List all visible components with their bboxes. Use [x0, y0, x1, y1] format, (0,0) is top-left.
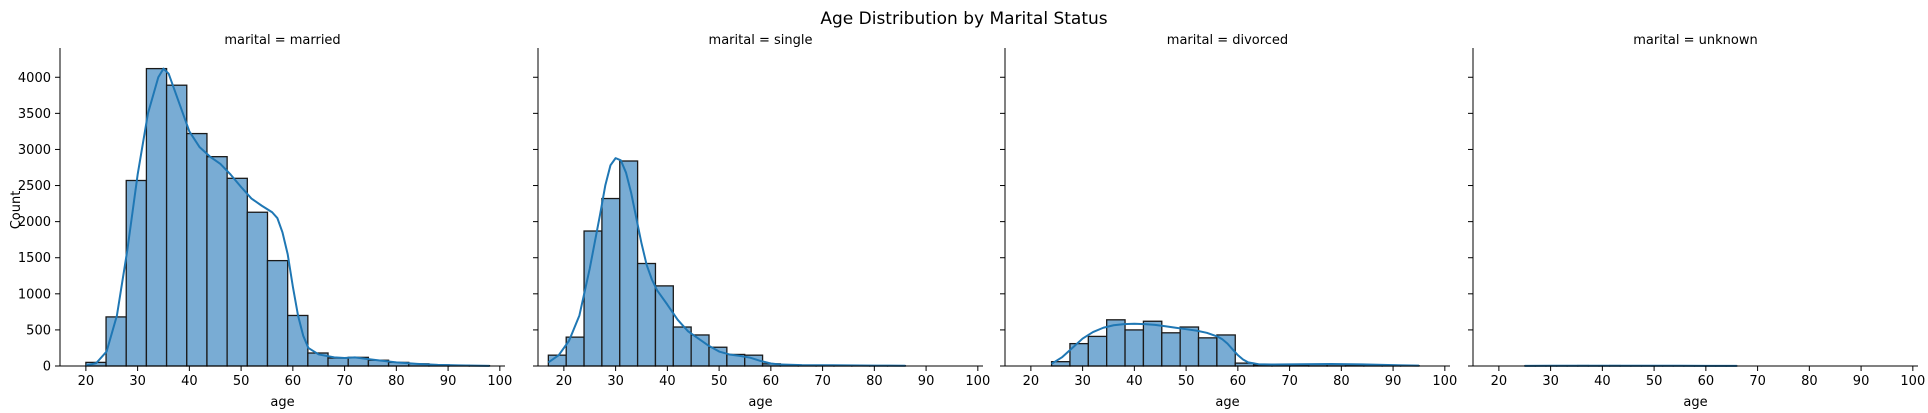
x-tick-label: 30 [1074, 374, 1091, 389]
x-axis-label: age [748, 395, 772, 410]
x-tick-label: 70 [814, 374, 831, 389]
y-tick-label: 1500 [18, 251, 51, 266]
x-tick-label: 100 [1900, 374, 1925, 389]
x-tick-label: 60 [285, 374, 302, 389]
facet-panel-3: marital = divorced 20 30 40 50 60 70 80 90 100 age [1000, 33, 1457, 410]
histogram-bar [206, 156, 228, 367]
x-tick-label: 80 [866, 374, 883, 389]
x-tick-label: 40 [1126, 374, 1143, 389]
y-tick-label: 2500 [18, 179, 51, 194]
histogram-bar [1197, 337, 1218, 367]
y-tick-label: 1000 [18, 287, 51, 302]
facet-title: marital = married [224, 33, 340, 48]
x-tick-label: 30 [129, 374, 146, 389]
histogram-bar [1142, 320, 1163, 367]
x-tick-label: 50 [233, 374, 250, 389]
histogram-bar [226, 177, 248, 367]
x-tick-label: 50 [1178, 374, 1195, 389]
x-tick-label: 50 [1646, 374, 1663, 389]
histogram-bar [327, 357, 349, 367]
x-tick-label: 70 [336, 374, 353, 389]
x-tick-label: 20 [1023, 374, 1040, 389]
histogram-bar [1179, 326, 1200, 367]
x-tick-label: 60 [763, 374, 780, 389]
histogram-bar [1161, 332, 1181, 367]
histogram-bars [547, 160, 907, 367]
kde-curve [1051, 322, 1419, 367]
y-axis-label: Count [9, 191, 24, 230]
y-tick-label: 0 [43, 360, 51, 375]
facet-title: marital = unknown [1633, 33, 1758, 48]
histogram-bar [672, 326, 692, 367]
histogram-bar [636, 262, 657, 367]
x-tick-label: 70 [1749, 374, 1766, 389]
x-tick-label: 40 [181, 374, 198, 389]
facet-panel-4: marital = unknown 20 30 40 50 60 70 80 90 100 age [1468, 33, 1925, 410]
x-tick-label: 90 [1853, 374, 1870, 389]
x-tick-label: 80 [388, 374, 405, 389]
x-tick-label: 80 [1333, 374, 1350, 389]
x-tick-label: 20 [1491, 374, 1508, 389]
chart-title: Age Distribution by Marital Status [820, 9, 1107, 29]
y-tick-label: 3000 [18, 143, 51, 158]
facet-title: marital = single [709, 33, 813, 48]
kde-curve [547, 157, 906, 367]
histogram-bar [654, 285, 674, 367]
histogram-bar [246, 211, 269, 367]
histogram-bar [601, 197, 621, 367]
facet-title: marital = divorced [1167, 33, 1288, 48]
histogram-bar [266, 259, 289, 367]
x-tick-label: 40 [1594, 374, 1611, 389]
x-tick-label: 60 [1230, 374, 1247, 389]
histogram-bar [619, 160, 639, 367]
x-tick-label: 90 [1385, 374, 1402, 389]
histogram-bar [165, 84, 188, 367]
facet-panel-2: marital = single 20 30 40 50 60 70 80 90 100 age [533, 33, 990, 410]
y-tick-label: 4000 [18, 71, 51, 86]
x-tick-label: 90 [918, 374, 935, 389]
x-tick-label: 70 [1281, 374, 1298, 389]
x-axis-label: age [1215, 395, 1239, 410]
histogram-bar [1087, 335, 1108, 367]
x-tick-label: 20 [78, 374, 95, 389]
x-tick-label: 30 [607, 374, 624, 389]
x-tick-label: 80 [1801, 374, 1818, 389]
x-tick-label: 40 [659, 374, 676, 389]
x-tick-label: 50 [711, 374, 728, 389]
y-tick-label: 3500 [18, 107, 51, 122]
x-tick-label: 100 [1432, 374, 1457, 389]
histogram-bars [85, 67, 491, 367]
y-tick-label: 2000 [18, 215, 51, 230]
histogram-bar [1124, 329, 1145, 367]
facet-panel-1: marital = married 20 30 40 50 60 70 80 90 100 age 0… [18, 33, 512, 410]
x-axis-label: age [1683, 395, 1707, 410]
x-tick-label: 20 [556, 374, 573, 389]
x-axis-label: age [270, 395, 294, 410]
histogram-bar [186, 132, 208, 367]
histogram-bar [145, 67, 168, 367]
histogram-bar [125, 179, 148, 367]
x-tick-label: 90 [440, 374, 457, 389]
x-tick-label: 30 [1542, 374, 1559, 389]
x-tick-label: 100 [965, 374, 990, 389]
x-tick-label: 100 [487, 374, 512, 389]
kde-curve [85, 67, 490, 367]
x-tick-label: 60 [1698, 374, 1715, 389]
y-tick-label: 500 [26, 323, 51, 338]
